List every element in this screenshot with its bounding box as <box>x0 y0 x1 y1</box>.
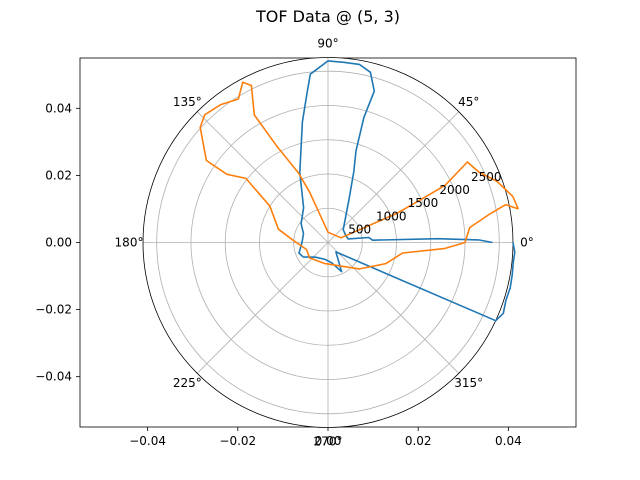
angle-tick-label: 0° <box>520 236 534 250</box>
y-tick-label: −0.02 <box>35 303 72 317</box>
angle-tick-label: 180° <box>115 236 144 250</box>
polar-grid <box>142 57 514 428</box>
radial-tick-label: 2000 <box>439 183 470 197</box>
angular-gridline <box>196 111 329 243</box>
radial-tick-label: 500 <box>348 222 371 236</box>
angle-tick-label: 135° <box>173 95 202 109</box>
radial-tick-label: 1500 <box>408 196 439 210</box>
radial-tick-label: 1000 <box>376 209 407 223</box>
angle-tick-label: 45° <box>458 95 479 109</box>
angle-tick-label: 90° <box>317 37 338 51</box>
series-2-line <box>199 81 520 270</box>
angle-tick-label: 315° <box>454 376 483 390</box>
x-tick-label: 0.02 <box>405 434 432 448</box>
y-tick-label: 0.04 <box>45 101 72 115</box>
angular-gridline <box>327 242 460 374</box>
angle-tick-label: 225° <box>173 376 202 390</box>
x-tick-label: −0.02 <box>219 434 256 448</box>
chart-title: TOF Data @ (5, 3) <box>255 7 400 26</box>
x-tick-label: 0.00 <box>315 434 342 448</box>
y-tick-label: 0.00 <box>45 236 72 250</box>
series-layer <box>199 60 520 322</box>
y-tick-label: −0.04 <box>35 370 72 384</box>
angular-gridline <box>327 111 460 243</box>
x-tick-label: 0.04 <box>495 434 522 448</box>
angle-tick-label: 270° <box>314 435 343 449</box>
radial-tick-label: 2500 <box>471 170 502 184</box>
cartesian-axes: −0.04 −0.02 0.00 0.02 0.04 −0.04 −0.02 0.00 0.02… <box>35 57 577 448</box>
angular-gridline <box>196 242 329 374</box>
x-tick-label: −0.04 <box>129 434 166 448</box>
y-tick-label: 0.02 <box>45 168 72 182</box>
series-1-line <box>298 60 516 322</box>
